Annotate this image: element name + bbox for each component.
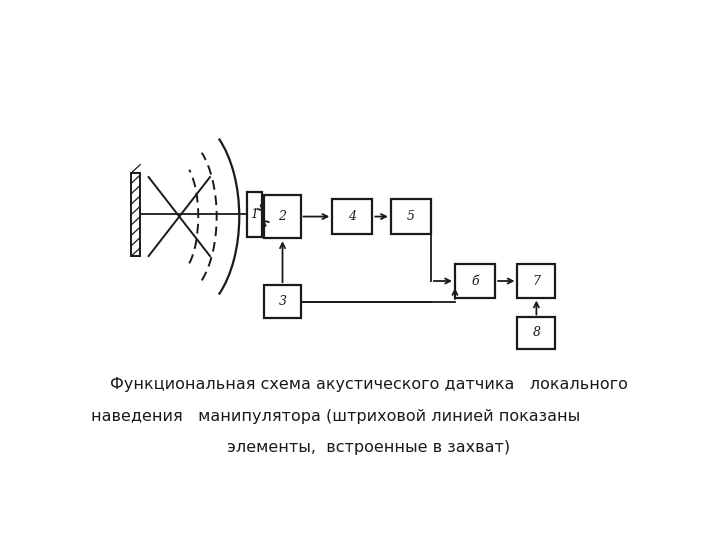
Text: 4: 4 — [348, 210, 356, 223]
Text: Функциональная схема акустического датчика   локального: Функциональная схема акустического датчи… — [110, 377, 628, 393]
Text: б: б — [471, 274, 479, 287]
Text: 1: 1 — [251, 208, 258, 221]
Bar — [455, 265, 495, 298]
Bar — [264, 195, 301, 238]
Text: наведения   манипулятора (штриховой линией показаны: наведения манипулятора (штриховой линией… — [91, 409, 580, 424]
Text: 3: 3 — [279, 295, 287, 308]
Bar — [391, 199, 431, 234]
Bar — [518, 318, 555, 349]
Bar — [248, 192, 262, 238]
Bar — [518, 265, 555, 298]
Text: 8: 8 — [532, 327, 541, 340]
Text: элементы,  встроенные в захват): элементы, встроенные в захват) — [228, 440, 510, 455]
Bar — [264, 285, 301, 319]
Bar — [332, 199, 372, 234]
Bar — [131, 173, 140, 256]
Text: 7: 7 — [532, 274, 541, 287]
Text: 5: 5 — [407, 210, 415, 223]
Text: 2: 2 — [279, 210, 287, 223]
